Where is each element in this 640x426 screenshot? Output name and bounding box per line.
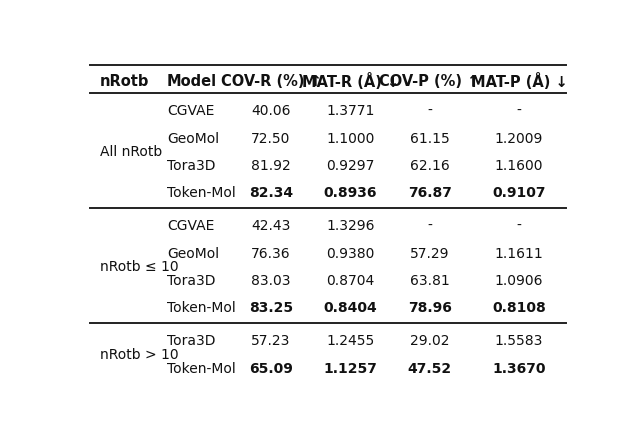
Text: 1.1000: 1.1000: [326, 131, 374, 145]
Text: 0.9380: 0.9380: [326, 246, 374, 260]
Text: nRotb > 10: nRotb > 10: [100, 347, 179, 361]
Text: 83.03: 83.03: [252, 273, 291, 287]
Text: GeoMol: GeoMol: [167, 246, 219, 260]
Text: 1.3296: 1.3296: [326, 219, 374, 233]
Text: CGVAE: CGVAE: [167, 219, 214, 233]
Text: -: -: [428, 104, 432, 118]
Text: 81.92: 81.92: [251, 158, 291, 173]
Text: 1.2009: 1.2009: [495, 131, 543, 145]
Text: 57.29: 57.29: [410, 246, 449, 260]
Text: 40.06: 40.06: [252, 104, 291, 118]
Text: 65.09: 65.09: [249, 361, 293, 375]
Text: CGVAE: CGVAE: [167, 104, 214, 118]
Text: COV-R (%) ↑: COV-R (%) ↑: [221, 74, 321, 89]
Text: MAT-P (Å) ↓: MAT-P (Å) ↓: [470, 73, 567, 90]
Text: COV-P (%) ↑: COV-P (%) ↑: [380, 74, 480, 89]
Text: 57.23: 57.23: [252, 334, 291, 348]
Text: 1.3771: 1.3771: [326, 104, 374, 118]
Text: -: -: [516, 219, 522, 233]
Text: 42.43: 42.43: [252, 219, 291, 233]
Text: 62.16: 62.16: [410, 158, 449, 173]
Text: -: -: [516, 104, 522, 118]
Text: 1.0906: 1.0906: [495, 273, 543, 287]
Text: 82.34: 82.34: [249, 186, 293, 200]
Text: Tora3D: Tora3D: [167, 334, 215, 348]
Text: 0.9297: 0.9297: [326, 158, 374, 173]
Text: 78.96: 78.96: [408, 300, 452, 314]
Text: 1.3670: 1.3670: [492, 361, 546, 375]
Text: 0.8404: 0.8404: [323, 300, 377, 314]
Text: Token-Mol: Token-Mol: [167, 361, 236, 375]
Text: Tora3D: Tora3D: [167, 158, 215, 173]
Text: nRotb ≤ 10: nRotb ≤ 10: [100, 259, 179, 273]
Text: 47.52: 47.52: [408, 361, 452, 375]
Text: All nRotb: All nRotb: [100, 145, 162, 159]
Text: 83.25: 83.25: [249, 300, 293, 314]
Text: 63.81: 63.81: [410, 273, 449, 287]
Text: nRotb: nRotb: [100, 74, 149, 89]
Text: Tora3D: Tora3D: [167, 273, 215, 287]
Text: 0.8704: 0.8704: [326, 273, 374, 287]
Text: 29.02: 29.02: [410, 334, 449, 348]
Text: 1.2455: 1.2455: [326, 334, 374, 348]
Text: 72.50: 72.50: [252, 131, 291, 145]
Text: 1.1611: 1.1611: [495, 246, 543, 260]
Text: 76.87: 76.87: [408, 186, 452, 200]
Text: GeoMol: GeoMol: [167, 131, 219, 145]
Text: 1.1600: 1.1600: [495, 158, 543, 173]
Text: 0.8108: 0.8108: [492, 300, 546, 314]
Text: -: -: [428, 219, 432, 233]
Text: 0.9107: 0.9107: [492, 186, 546, 200]
Text: Token-Mol: Token-Mol: [167, 300, 236, 314]
Text: MAT-R (Å) ↓: MAT-R (Å) ↓: [301, 73, 399, 90]
Text: 61.15: 61.15: [410, 131, 449, 145]
Text: 0.8936: 0.8936: [324, 186, 377, 200]
Text: Model: Model: [167, 74, 217, 89]
Text: 1.5583: 1.5583: [495, 334, 543, 348]
Text: 1.1257: 1.1257: [323, 361, 377, 375]
Text: Token-Mol: Token-Mol: [167, 186, 236, 200]
Text: 76.36: 76.36: [251, 246, 291, 260]
